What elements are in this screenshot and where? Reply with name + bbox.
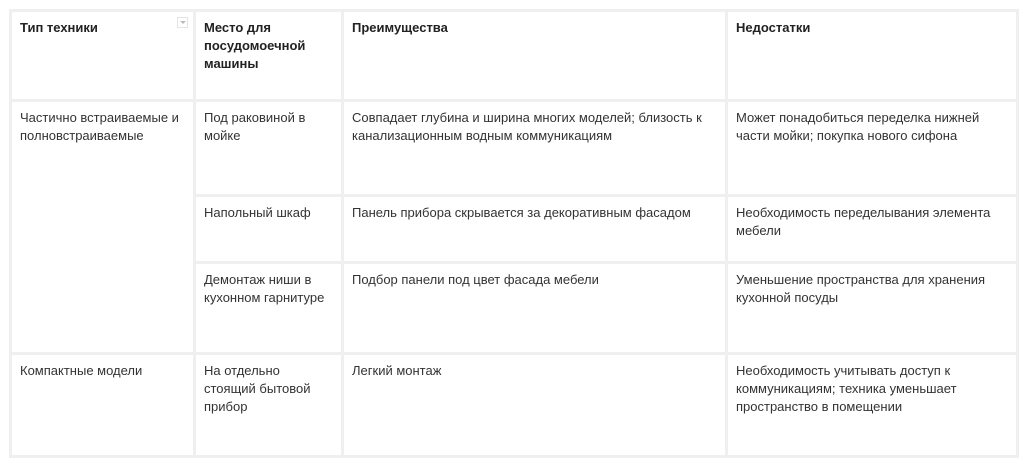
cons-cell: Необходимость учитывать доступ к коммуни… — [725, 352, 1019, 458]
header-row: Тип техники Место для посудомоечной маши… — [9, 9, 1019, 102]
header-type: Тип техники — [9, 9, 196, 102]
place-cell: Под раковиной в мойке — [193, 99, 344, 197]
type-cell: Частично встраиваемые и полновстраиваемы… — [9, 99, 196, 355]
cons-cell: Необходимость переделывания элемента меб… — [725, 194, 1019, 264]
pros-cell: Легкий монтаж — [341, 352, 728, 458]
comparison-table: Тип техники Место для посудомоечной маши… — [9, 9, 1019, 458]
cons-cell: Может понадобиться переделка нижней част… — [725, 99, 1019, 197]
dropdown-filter-icon[interactable] — [177, 17, 188, 28]
place-cell: Демонтаж ниши в кухонном гарнитуре — [193, 261, 344, 355]
table-row: Частично встраиваемые и полновстраиваемы… — [9, 99, 1019, 355]
table-row: Напольный шкаф Панель прибора скрывается… — [11, 194, 1019, 264]
pros-cell: Подбор панели под цвет фасада мебели — [341, 261, 728, 355]
cons-cell: Уменьшение пространства для хранения кух… — [725, 261, 1019, 355]
header-cons: Недостатки — [725, 9, 1019, 102]
place-cell: На отдельно стоящий бытовой прибор — [193, 352, 344, 458]
header-pros: Преимущества — [341, 9, 728, 102]
type-cell: Компактные модели — [9, 352, 196, 458]
table-row: Демонтаж ниши в кухонном гарнитуре Подбо… — [11, 261, 1019, 355]
place-cell: Напольный шкаф — [193, 194, 344, 264]
header-place: Место для посудомоечной машины — [193, 9, 344, 102]
table-row: Компактные модели На отдельно стоящий бы… — [9, 352, 1019, 458]
pros-cell: Панель прибора скрывается за декоративны… — [341, 194, 728, 264]
pros-cell: Совпадает глубина и ширина многих моделе… — [341, 99, 728, 197]
